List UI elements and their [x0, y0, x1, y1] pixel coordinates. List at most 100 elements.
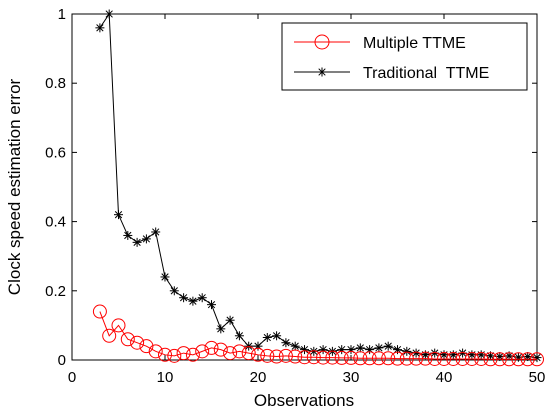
y-axis: 0 0.2 0.4 0.6 0.8 1 — [45, 6, 537, 369]
series-line — [99, 311, 537, 360]
x-axis: 0 10 20 30 40 50 — [68, 14, 546, 386]
data-point — [232, 344, 247, 359]
data-point — [362, 351, 377, 366]
y-tick-label: 0.2 — [45, 283, 66, 300]
data-point — [344, 350, 358, 365]
data-point — [213, 342, 228, 357]
data-point — [139, 339, 154, 354]
x-tick-label: 10 — [157, 369, 174, 386]
data-point — [114, 210, 123, 220]
x-tick-label: 50 — [529, 369, 546, 386]
data-point — [160, 272, 170, 282]
data-point — [169, 286, 179, 296]
data-point — [334, 350, 349, 365]
legend-star-shape — [317, 67, 327, 77]
x-axis-title: Observations — [254, 391, 354, 410]
data-point — [399, 351, 414, 366]
data-point — [120, 332, 135, 347]
data-point — [148, 344, 163, 359]
data-point — [272, 331, 282, 341]
x-tick-label: 20 — [250, 369, 267, 386]
y-tick-label: 0.8 — [45, 75, 66, 92]
data-point — [185, 347, 200, 362]
data-point — [492, 352, 507, 367]
data-point — [176, 346, 191, 361]
data-point — [197, 293, 207, 303]
series-traditional-ttme — [95, 9, 542, 363]
data-point — [132, 237, 142, 247]
data-point — [455, 351, 470, 366]
data-point — [251, 347, 265, 362]
data-point — [418, 351, 433, 366]
data-point — [297, 350, 312, 365]
data-point — [427, 351, 442, 366]
data-point — [179, 293, 189, 303]
data-point — [204, 340, 219, 355]
data-point — [511, 352, 526, 367]
data-point — [393, 345, 402, 355]
data-point — [95, 23, 105, 33]
data-point — [216, 324, 226, 334]
data-point — [446, 351, 461, 366]
data-point — [281, 338, 291, 348]
legend-marker-circle-icon — [314, 34, 330, 50]
y-tick-label: 0 — [58, 352, 66, 369]
legend-label-multiple: Multiple TTME — [363, 35, 466, 52]
data-point — [383, 341, 393, 351]
legend: Multiple TTME Traditional TTME — [281, 22, 528, 91]
data-point — [371, 351, 386, 366]
data-point — [464, 351, 479, 366]
data-point — [390, 351, 405, 366]
y-axis-title: Clock speed estimation error — [5, 78, 24, 295]
legend-box — [281, 22, 528, 91]
y-tick-label: 1 — [58, 6, 66, 23]
data-point — [530, 352, 544, 367]
data-point — [306, 350, 321, 365]
data-point — [262, 333, 272, 343]
data-point — [520, 352, 535, 367]
data-point — [158, 347, 172, 362]
data-point — [241, 346, 256, 361]
data-point — [353, 351, 368, 366]
data-point — [130, 335, 145, 350]
series-multiple-ttme — [92, 304, 544, 367]
data-point — [437, 351, 451, 366]
data-point — [269, 349, 284, 364]
data-point — [207, 300, 216, 310]
data-point — [318, 345, 328, 355]
y-tick-label: 0.4 — [45, 214, 66, 231]
data-point — [381, 351, 396, 366]
x-tick-label: 30 — [343, 369, 360, 386]
series-layer — [92, 9, 544, 367]
data-point — [402, 346, 412, 356]
data-point — [278, 348, 293, 363]
data-point — [374, 343, 384, 353]
data-point — [502, 352, 517, 367]
data-point — [234, 331, 244, 341]
data-point — [409, 351, 424, 366]
data-point — [123, 230, 133, 240]
data-point — [188, 296, 198, 306]
data-point — [483, 352, 498, 367]
data-point — [151, 227, 161, 237]
x-tick-label: 40 — [436, 369, 453, 386]
data-point — [290, 341, 300, 351]
data-point — [167, 348, 182, 363]
data-point — [102, 328, 117, 343]
data-point — [288, 349, 303, 364]
data-point — [223, 346, 238, 361]
data-point — [316, 350, 331, 365]
data-point — [300, 345, 309, 355]
data-point — [111, 318, 126, 333]
y-tick-label: 0.6 — [45, 144, 66, 161]
data-point — [104, 9, 114, 19]
data-point — [325, 350, 340, 365]
data-point — [141, 234, 151, 244]
data-point — [474, 351, 489, 366]
data-point — [92, 304, 107, 319]
data-point — [195, 344, 210, 359]
legend-label-traditional: Traditional TTME — [363, 65, 489, 82]
legend-marker-star-icon — [317, 67, 327, 77]
x-tick-label: 0 — [68, 369, 76, 386]
